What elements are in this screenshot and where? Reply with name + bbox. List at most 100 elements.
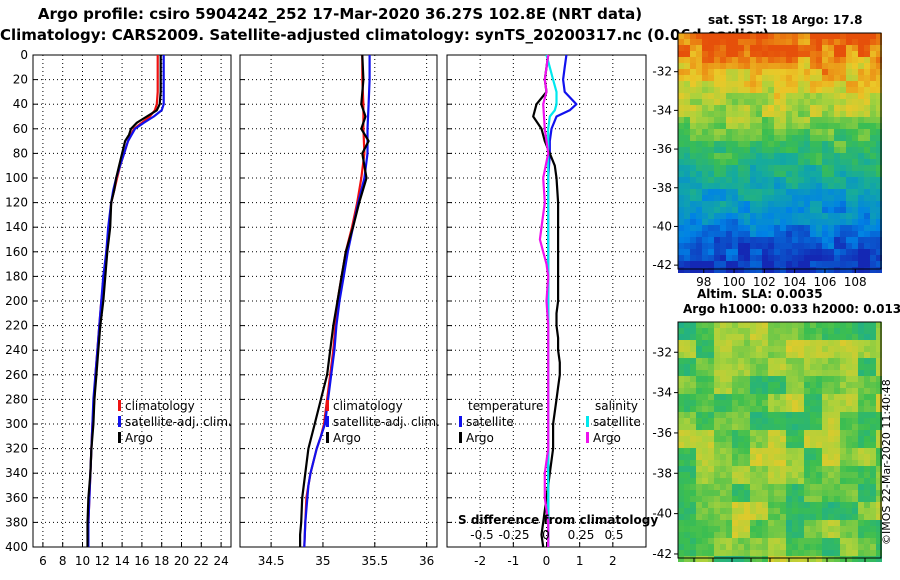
map-cell	[858, 237, 864, 243]
map-cell	[720, 81, 726, 87]
map-cell	[846, 442, 852, 448]
map-cell	[744, 69, 750, 75]
map-cell	[846, 508, 852, 514]
map-cell	[702, 352, 708, 358]
map-cell	[840, 514, 846, 520]
map-cell	[708, 502, 714, 508]
map-cell	[822, 135, 828, 141]
map-cell	[780, 538, 786, 544]
map-cell	[858, 478, 864, 484]
map-cell	[864, 135, 870, 141]
map-cell	[762, 400, 768, 406]
map-cell	[696, 237, 702, 243]
map-cell	[876, 129, 882, 135]
map-cell	[684, 195, 690, 201]
map-cell	[774, 129, 780, 135]
map-cell	[732, 400, 738, 406]
map-cell	[786, 370, 792, 376]
map-cell	[810, 460, 816, 466]
map-cell	[750, 484, 756, 490]
map-cell	[768, 207, 774, 213]
map-cell	[780, 219, 786, 225]
map-cell	[678, 225, 684, 231]
map-cell	[864, 237, 870, 243]
map-cell	[756, 352, 762, 358]
map-cell	[798, 538, 804, 544]
map-cell	[696, 213, 702, 219]
map-cell	[870, 213, 876, 219]
map-cell	[684, 454, 690, 460]
map-cell	[774, 195, 780, 201]
map-cell	[864, 129, 870, 135]
map-cell	[804, 412, 810, 418]
map-cell	[846, 544, 852, 550]
map-cell	[714, 400, 720, 406]
map-cell	[834, 556, 840, 562]
sal-legend-label: satellite-adj. clim.	[333, 415, 440, 429]
map-cell	[792, 520, 798, 526]
map-cell	[768, 123, 774, 129]
map-cell	[690, 45, 696, 51]
map-cell	[858, 430, 864, 436]
map-cell	[792, 400, 798, 406]
map-cell	[810, 550, 816, 556]
map-cell	[714, 237, 720, 243]
map-cell	[696, 370, 702, 376]
map-cell	[762, 219, 768, 225]
map-cell	[816, 201, 822, 207]
map-cell	[708, 400, 714, 406]
map-cell	[834, 430, 840, 436]
map-cell	[810, 129, 816, 135]
map-cell	[852, 358, 858, 364]
map-cell	[684, 514, 690, 520]
map-cell	[702, 394, 708, 400]
map-cell	[828, 490, 834, 496]
map-cell	[774, 123, 780, 129]
map-cell	[780, 135, 786, 141]
map-cell	[810, 99, 816, 105]
map-cell	[756, 382, 762, 388]
map-cell	[738, 189, 744, 195]
map-cell	[732, 436, 738, 442]
map-cell	[774, 502, 780, 508]
map-cell	[696, 550, 702, 556]
map-cell	[678, 201, 684, 207]
map-cell	[792, 189, 798, 195]
map-cell	[720, 177, 726, 183]
map-cell	[720, 147, 726, 153]
map-cell	[744, 207, 750, 213]
map-cell	[696, 111, 702, 117]
map-cell	[822, 225, 828, 231]
map-cell	[876, 388, 882, 394]
map-cell	[780, 406, 786, 412]
map-cell	[714, 231, 720, 237]
map-cell	[768, 141, 774, 147]
map-cell	[684, 382, 690, 388]
map-cell	[792, 418, 798, 424]
map-cell	[714, 105, 720, 111]
temp-legend-swatch	[118, 416, 121, 427]
map-cell	[804, 225, 810, 231]
temp-legend-label: climatology	[125, 399, 195, 413]
map-cell	[774, 51, 780, 57]
map-cell	[684, 418, 690, 424]
diff-legend-swatch	[459, 416, 462, 427]
map-cell	[780, 550, 786, 556]
map-cell	[738, 340, 744, 346]
map-cell	[690, 388, 696, 394]
map-cell	[768, 478, 774, 484]
map-cell	[720, 442, 726, 448]
map-cell	[714, 243, 720, 249]
map-cell	[864, 400, 870, 406]
map-cell	[714, 328, 720, 334]
map-cell	[756, 69, 762, 75]
map-cell	[852, 472, 858, 478]
map-cell	[702, 237, 708, 243]
map-cell	[726, 550, 732, 556]
map-cell	[834, 219, 840, 225]
diff-xtick-label: 0	[543, 554, 551, 568]
map-cell	[774, 93, 780, 99]
map-cell	[852, 382, 858, 388]
map-cell	[840, 135, 846, 141]
map-cell	[822, 322, 828, 328]
